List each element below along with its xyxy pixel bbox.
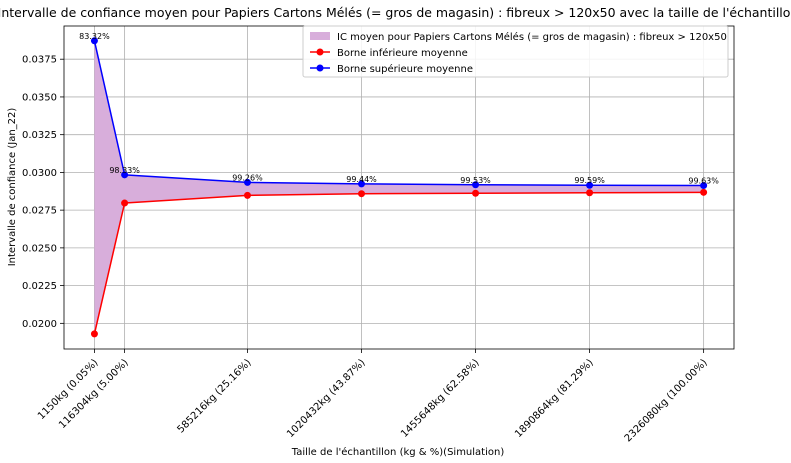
plot-area: 83.32% 98.33% 99.26% 99.44% 99.53% 99.59% 99.6… (79, 32, 719, 338)
upper-bound-point (358, 180, 366, 188)
legend-lower-label: Borne inférieure moyenne (337, 47, 468, 59)
y-tick-label: 0.0200 (22, 319, 57, 330)
x-tick-label: 2326080kg (100.00%) (623, 357, 710, 444)
coverage-annotation: 98.33% (109, 166, 140, 175)
confidence-band (94, 40, 704, 334)
upper-bound-point (243, 178, 251, 186)
lower-bound-point (358, 190, 366, 198)
x-tick-label: 585216kg (25.16%) (176, 357, 254, 435)
coverage-annotation: 99.63% (688, 177, 719, 186)
x-tick-label: 1890864kg (81.29%) (513, 357, 596, 440)
x-axis-label: Taille de l'échantillon (kg & %)(Simulat… (291, 446, 505, 458)
lower-bound-line (93, 191, 704, 335)
lower-bound-point (586, 189, 594, 197)
upper-bound-point (700, 182, 708, 190)
coverage-annotation: 99.44% (346, 175, 377, 184)
chart-title: Intervalle de confiance moyen pour Papie… (0, 5, 791, 20)
legend-fill-label: IC moyen pour Papiers Cartons Mélés (= g… (337, 31, 727, 43)
y-tick-label: 0.0375 (22, 55, 57, 66)
legend-upper-marker (316, 64, 324, 72)
coverage-annotation: 83.32% (79, 32, 110, 41)
y-tick-label: 0.0275 (22, 206, 57, 217)
x-tick-label: 1020432kg (43.87%) (285, 357, 368, 440)
upper-bound-point (121, 171, 129, 179)
legend-upper-label: Borne supérieure moyenne (337, 63, 473, 75)
upper-bound-point (586, 181, 594, 189)
lower-bound-point (90, 330, 98, 338)
coverage-annotation: 99.59% (574, 176, 605, 185)
upper-bound-point (472, 181, 480, 189)
y-tick-label: 0.0300 (22, 168, 57, 179)
x-tick-label: 1455648kg (62.58%) (399, 357, 482, 440)
legend-box (302, 25, 729, 78)
lower-bound-point (243, 191, 251, 199)
legend: IC moyen pour Papiers Cartons Mélés (= g… (302, 25, 729, 78)
coverage-annotation: 99.26% (232, 173, 263, 182)
ticks: 0.0200 0.0225 0.0250 0.0275 0.0300 0.0325 0.03… (22, 55, 710, 445)
coverage-annotation: 99.53% (460, 176, 491, 185)
legend-fill-swatch (310, 32, 330, 40)
lower-bound-point (700, 188, 708, 196)
upper-bound-point (90, 37, 98, 45)
lower-bound-point (121, 199, 129, 207)
legend-lower-marker (316, 48, 324, 56)
y-tick-label: 0.0250 (22, 243, 57, 254)
y-axis-label: Intervalle de confiance (Jan_22) (7, 108, 18, 267)
y-tick-label: 0.0325 (22, 130, 57, 141)
y-tick-label: 0.0225 (22, 281, 57, 292)
lower-bound-point (472, 189, 480, 197)
y-tick-label: 0.0350 (22, 92, 57, 103)
